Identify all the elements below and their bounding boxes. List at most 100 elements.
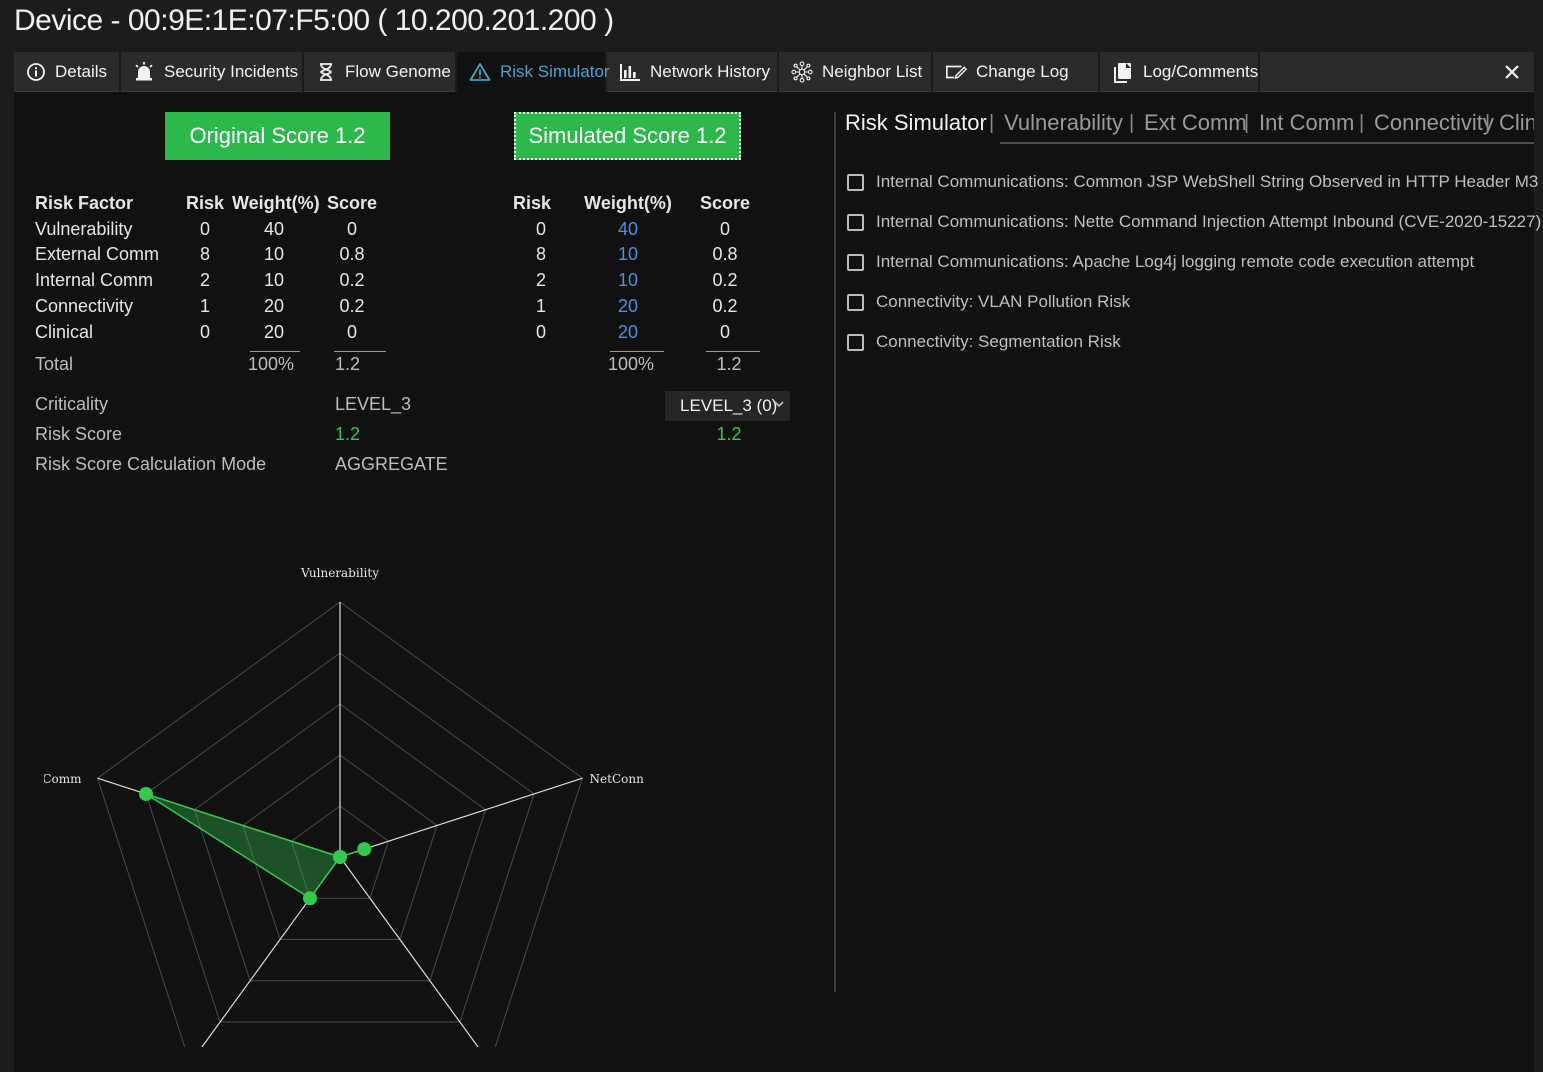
row-factor: Connectivity <box>35 296 134 316</box>
bar-chart-icon <box>619 61 641 83</box>
close-button[interactable] <box>1500 60 1524 84</box>
weight-total-rule <box>250 351 300 352</box>
sim-total-weight: 100% <box>607 354 655 374</box>
right-tab-risk-simulator[interactable]: Risk Simulator <box>845 110 987 135</box>
radar-axis-label: NetConn <box>590 772 644 786</box>
tab-separator: | <box>1244 112 1250 134</box>
tab-separator: | <box>1359 112 1365 134</box>
chevron-down-icon <box>774 401 784 408</box>
row-score: 0 <box>346 219 357 239</box>
tab-details[interactable]: Details <box>14 52 121 92</box>
tab-log-comments[interactable]: Log/Comments <box>1100 52 1260 92</box>
right-tab-clinical[interactable]: Clin <box>1499 110 1534 135</box>
header-score: Score <box>326 193 378 213</box>
sim-row-weight[interactable]: 40 <box>617 219 639 239</box>
total-score: 1.2 <box>335 354 361 374</box>
radar-grid-ring <box>193 703 487 982</box>
tab-bar: Details Security Incidents Flow Genome R… <box>14 52 1534 92</box>
radar-grid-ring <box>290 805 390 899</box>
sim-risk-score-value: 1.2 <box>716 424 742 444</box>
sim-row-weight[interactable]: 20 <box>617 322 639 342</box>
right-panel-tabs: Risk Simulator | Vulnerability | Ext Com… <box>845 110 1534 144</box>
radar-grid-ring <box>242 754 438 941</box>
incident-checkbox-item[interactable]: Connectivity: VLAN Pollution Risk <box>847 290 1130 314</box>
calc-mode-value: AGGREGATE <box>335 454 448 474</box>
right-tabs-underline <box>1000 142 1534 144</box>
sim-row-risk: 8 <box>535 244 546 264</box>
right-tab-ext-comm[interactable]: Ext Comm <box>1144 110 1247 135</box>
info-icon <box>26 61 46 83</box>
row-factor: Vulnerability <box>35 219 133 239</box>
sim-row-score: 0.8 <box>712 244 738 264</box>
criticality-select[interactable]: LEVEL_3 (0) <box>665 391 790 421</box>
checkbox[interactable] <box>847 253 864 271</box>
radar-grid-ring <box>145 652 535 1023</box>
row-risk: 8 <box>199 244 210 264</box>
sim-row-weight[interactable]: 10 <box>617 270 639 290</box>
radar-grid-ring <box>96 601 584 1047</box>
right-tab-connectivity[interactable]: Connectivity <box>1374 110 1494 135</box>
row-weight: 10 <box>263 270 285 290</box>
warning-triangle-icon <box>469 61 491 83</box>
sim-total-score: 1.2 <box>716 354 742 374</box>
row-weight: 10 <box>263 244 285 264</box>
network-icon <box>791 61 813 83</box>
sim-row-risk: 0 <box>535 219 546 239</box>
sim-row-score: 0 <box>719 219 730 239</box>
radar-data-point <box>333 850 347 864</box>
incident-checkbox-item[interactable]: Internal Communications: Apache Log4j lo… <box>847 250 1474 274</box>
header-risk: Risk <box>185 193 225 213</box>
checkbox[interactable] <box>847 173 864 191</box>
row-score: 0.8 <box>339 244 365 264</box>
tab-flow-genome[interactable]: Flow Genome <box>304 52 457 92</box>
incident-checkbox-item[interactable]: Internal Communications: Common JSP WebS… <box>847 170 1538 194</box>
tab-network-history[interactable]: Network History <box>607 52 779 92</box>
row-factor: External Comm <box>35 244 160 264</box>
checkbox[interactable] <box>847 293 864 311</box>
hourglass-icon <box>316 61 336 83</box>
row-weight: 20 <box>263 296 285 316</box>
checkbox[interactable] <box>847 333 864 351</box>
sim-header-score: Score <box>699 193 751 213</box>
incident-checkbox-item[interactable]: Connectivity: Segmentation Risk <box>847 330 1121 354</box>
row-risk: 0 <box>199 322 210 342</box>
radar-axis-label: Vulnerability <box>300 566 379 580</box>
total-label: Total <box>35 354 74 374</box>
row-score: 0 <box>346 322 357 342</box>
panel-divider <box>834 112 836 992</box>
sim-header-risk: Risk <box>512 193 552 213</box>
total-weight: 100% <box>247 354 295 374</box>
sim-score-total-rule <box>706 351 760 352</box>
right-tab-int-comm[interactable]: Int Comm <box>1259 110 1355 135</box>
row-weight: 20 <box>263 322 285 342</box>
risk-score-label: Risk Score <box>35 424 123 444</box>
original-score-button[interactable]: Original Score 1.2 <box>165 112 390 160</box>
tab-change-log[interactable]: Change Log <box>933 52 1100 92</box>
alarm-icon <box>133 61 155 83</box>
tab-security-incidents[interactable]: Security Incidents <box>121 52 304 92</box>
tab-neighbor-list[interactable]: Neighbor List <box>779 52 933 92</box>
edit-icon <box>945 61 967 83</box>
incident-checkbox-item[interactable]: Internal Communications: Nette Command I… <box>847 210 1541 234</box>
tab-separator: | <box>1129 112 1135 134</box>
row-factor: Clinical <box>35 322 94 342</box>
row-weight: 40 <box>263 219 285 239</box>
sim-row-score: 0.2 <box>712 296 738 316</box>
risk-score-value: 1.2 <box>335 424 361 444</box>
sim-row-weight[interactable]: 20 <box>617 296 639 316</box>
right-tab-vulnerability[interactable]: Vulnerability <box>1004 110 1124 135</box>
sim-row-score: 0.2 <box>712 270 738 290</box>
tab-risk-simulator[interactable]: Risk Simulator <box>457 52 610 92</box>
checkbox[interactable] <box>847 213 864 231</box>
score-total-rule <box>334 351 386 352</box>
radar-data-point <box>138 786 153 801</box>
row-factor: Internal Comm <box>35 270 154 290</box>
row-risk: 2 <box>199 270 210 290</box>
simulated-score-button[interactable]: Simulated Score 1.2 <box>514 112 741 160</box>
sim-row-risk: 0 <box>535 322 546 342</box>
sim-row-weight[interactable]: 10 <box>617 244 639 264</box>
criticality-value: LEVEL_3 <box>335 394 412 414</box>
row-risk: 0 <box>199 219 210 239</box>
tab-separator: | <box>1485 112 1491 134</box>
